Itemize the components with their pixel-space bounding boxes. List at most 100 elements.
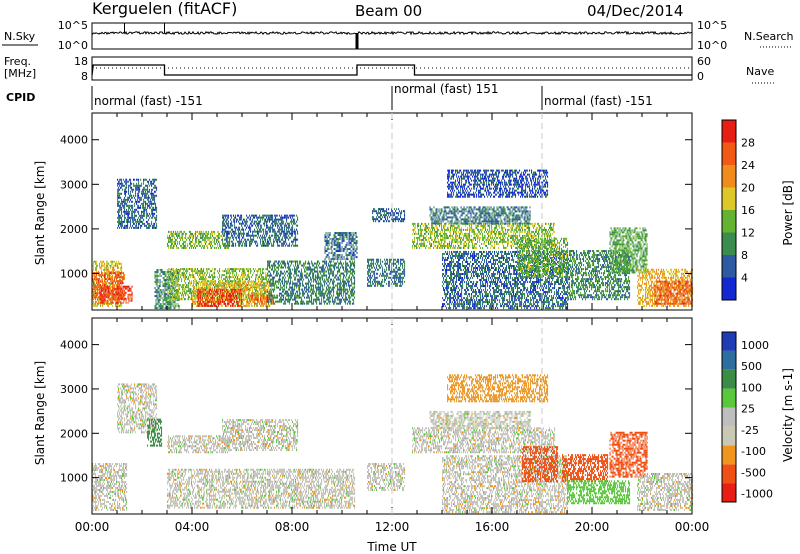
power-cell [96, 286, 98, 289]
power-cell [118, 304, 120, 307]
power-cell [102, 280, 104, 283]
power-cell [136, 186, 138, 189]
power-cell [169, 271, 171, 274]
power-cell [282, 218, 284, 221]
power-cell [190, 298, 192, 301]
power-cell [127, 293, 129, 296]
power-cell [195, 238, 197, 241]
power-cell [217, 282, 219, 285]
power-cell [93, 274, 95, 277]
power-cell [250, 222, 252, 225]
power-cell [115, 287, 117, 290]
power-cell [258, 286, 260, 289]
power-cell [96, 288, 98, 291]
power-cell [248, 234, 250, 237]
power-cell [222, 286, 224, 289]
power-cell [241, 300, 243, 303]
power-cell [203, 282, 205, 285]
power-cell [266, 282, 268, 285]
power-cell [223, 244, 225, 247]
power-cell [260, 298, 262, 301]
power-cell [92, 270, 94, 273]
power-cell [203, 278, 205, 281]
power-cell [257, 218, 259, 221]
power-cell [238, 286, 240, 289]
power-cell [157, 303, 159, 306]
power-cell [119, 297, 121, 300]
power-cell [175, 288, 177, 291]
power-cell [121, 216, 123, 219]
power-cell [294, 220, 296, 223]
power-cell [216, 246, 218, 249]
power-cell [177, 303, 179, 306]
power-cell [186, 270, 188, 273]
power-cell [151, 202, 153, 205]
power-cell [198, 304, 200, 307]
power-cell [265, 288, 267, 291]
power-cell [270, 294, 272, 297]
power-cell [183, 294, 185, 297]
power-cell [276, 284, 278, 287]
power-cell [111, 299, 113, 302]
power-cell [271, 226, 273, 229]
power-cell [131, 295, 133, 298]
power-cell [197, 268, 199, 271]
power-cell [262, 236, 264, 239]
power-cell [171, 303, 173, 306]
power-cell [177, 232, 179, 235]
power-cell [211, 290, 213, 293]
noise-right-tick-top: 10^5 [697, 19, 727, 32]
power-cell [211, 246, 213, 249]
power-cell [231, 268, 233, 271]
power-cell [222, 298, 224, 301]
noise-left-tick-bottom: 10^0 [58, 39, 88, 52]
power-cell [173, 280, 175, 283]
power-cell [157, 301, 159, 304]
power-cell [272, 214, 274, 217]
power-cell [218, 286, 220, 289]
power-cell [198, 276, 200, 279]
power-cell [150, 192, 152, 195]
power-cell [195, 246, 197, 249]
power-cell [276, 214, 278, 217]
power-cell [146, 224, 148, 227]
power-cell [182, 232, 184, 235]
power-cell [264, 284, 266, 287]
power-cell [156, 224, 158, 227]
power-cell [217, 300, 219, 303]
power-cell [130, 204, 132, 207]
power-cell [104, 292, 106, 295]
power-cell [253, 236, 255, 239]
power-cell [153, 222, 155, 225]
power-cell [146, 210, 148, 213]
power-cell [244, 270, 246, 273]
power-cell [196, 238, 198, 241]
power-cell [234, 220, 236, 223]
power-cell [175, 238, 177, 241]
power-cell [210, 236, 212, 239]
power-cell [223, 234, 225, 237]
power-cell [272, 298, 274, 301]
power-cell [290, 216, 292, 219]
power-cell [293, 274, 295, 277]
power-cell [256, 234, 258, 237]
power-cell [285, 234, 287, 237]
power-cell [240, 302, 242, 305]
power-cell [135, 194, 137, 197]
power-cell [280, 240, 282, 243]
power-cell [127, 297, 129, 300]
power-cell [282, 278, 284, 281]
power-cell [173, 287, 175, 290]
power-cell [277, 274, 279, 277]
power-cell [110, 276, 112, 279]
power-cell [183, 246, 185, 249]
power-cell [137, 192, 139, 195]
power-cell [229, 292, 231, 295]
power-cell [187, 268, 189, 271]
power-cell [281, 292, 283, 295]
power-cell [193, 242, 195, 245]
power-cell [244, 272, 246, 275]
power-cell [226, 232, 228, 235]
power-cell [191, 280, 193, 283]
power-cell [130, 287, 132, 290]
